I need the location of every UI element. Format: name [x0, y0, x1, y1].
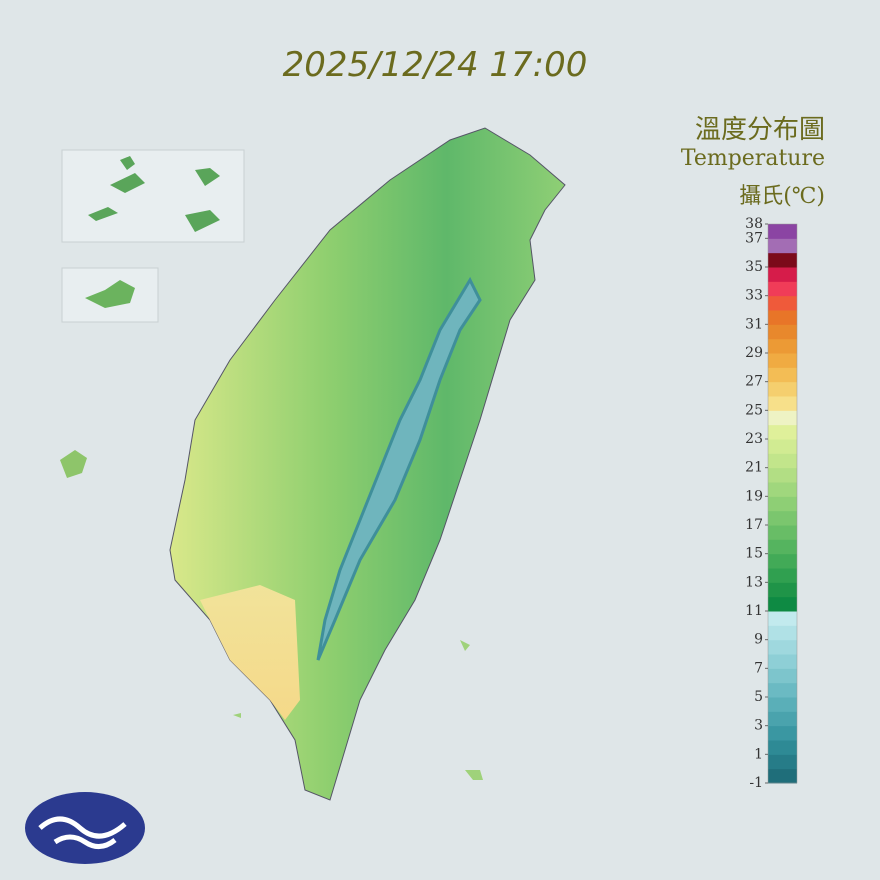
tick-label: 27: [745, 374, 763, 390]
color-band: [768, 467, 797, 483]
color-band: [768, 740, 797, 755]
tick-label: 25: [745, 402, 763, 418]
tick-label: 7: [754, 660, 763, 676]
tick-label: 29: [745, 345, 763, 361]
tick-label: 19: [745, 488, 763, 504]
tick-label: 35: [745, 259, 763, 275]
color-band: [768, 625, 797, 641]
color-band: [768, 768, 797, 784]
logo: [25, 792, 145, 864]
color-band: [768, 611, 797, 626]
color-band: [768, 682, 797, 698]
color-band: [768, 310, 797, 325]
color-band: [768, 553, 797, 569]
taiwan: [169, 127, 566, 801]
color-band: [768, 697, 797, 712]
color-band: [768, 381, 797, 397]
map-title: 2025/12/24 17:00: [283, 45, 588, 85]
color-band: [768, 338, 797, 354]
color-band: [768, 396, 797, 411]
colorbar-frame: [767, 223, 798, 784]
tick-label: 33: [745, 288, 763, 304]
color-band: [768, 281, 797, 297]
color-band: [768, 754, 797, 770]
tick-label: 13: [745, 574, 763, 590]
color-band: [768, 252, 797, 268]
color-band: [768, 367, 797, 383]
color-band: [768, 353, 797, 368]
color-band: [768, 639, 797, 655]
color-band: [768, 482, 797, 497]
tick-label: 9: [754, 632, 763, 648]
tick-label: 37: [745, 230, 763, 246]
color-band: [768, 668, 797, 684]
color-band: [768, 525, 797, 540]
tick-label: 17: [745, 517, 763, 533]
color-band: [768, 267, 797, 282]
color-band: [768, 453, 797, 469]
color-band: [768, 539, 797, 555]
color-band: [768, 510, 797, 526]
color-band: [768, 224, 797, 239]
tick-label: 21: [745, 460, 763, 476]
tick-label: 1: [754, 746, 763, 762]
legend-unit: 攝氏(℃): [739, 184, 825, 209]
color-band: [768, 654, 797, 669]
tick-label: -1: [749, 775, 763, 791]
tick-label: 23: [745, 431, 763, 447]
tick-label: 11: [745, 603, 763, 619]
color-band: [768, 711, 797, 727]
color-band: [768, 295, 797, 311]
tick-label: 3: [754, 718, 763, 734]
tick-label: 15: [745, 546, 763, 562]
tick-label: 5: [754, 689, 763, 705]
tick-label: 31: [745, 316, 763, 332]
inset-islands: [60, 149, 245, 478]
color-band: [768, 324, 797, 340]
color-band: [768, 424, 797, 440]
color-band: [768, 596, 797, 612]
color-band: [768, 582, 797, 598]
color-band: [768, 725, 797, 741]
color-band: [768, 238, 797, 254]
color-band: [768, 439, 797, 454]
legend: 溫度分布圖 Temperature 攝氏(℃): [681, 115, 825, 209]
legend-title: 溫度分布圖: [695, 115, 825, 145]
color-band: [768, 496, 797, 512]
color-band: [768, 410, 797, 426]
color-band: [768, 568, 797, 583]
tick-label: 38: [745, 216, 763, 232]
legend-subtitle: Temperature: [681, 146, 825, 171]
